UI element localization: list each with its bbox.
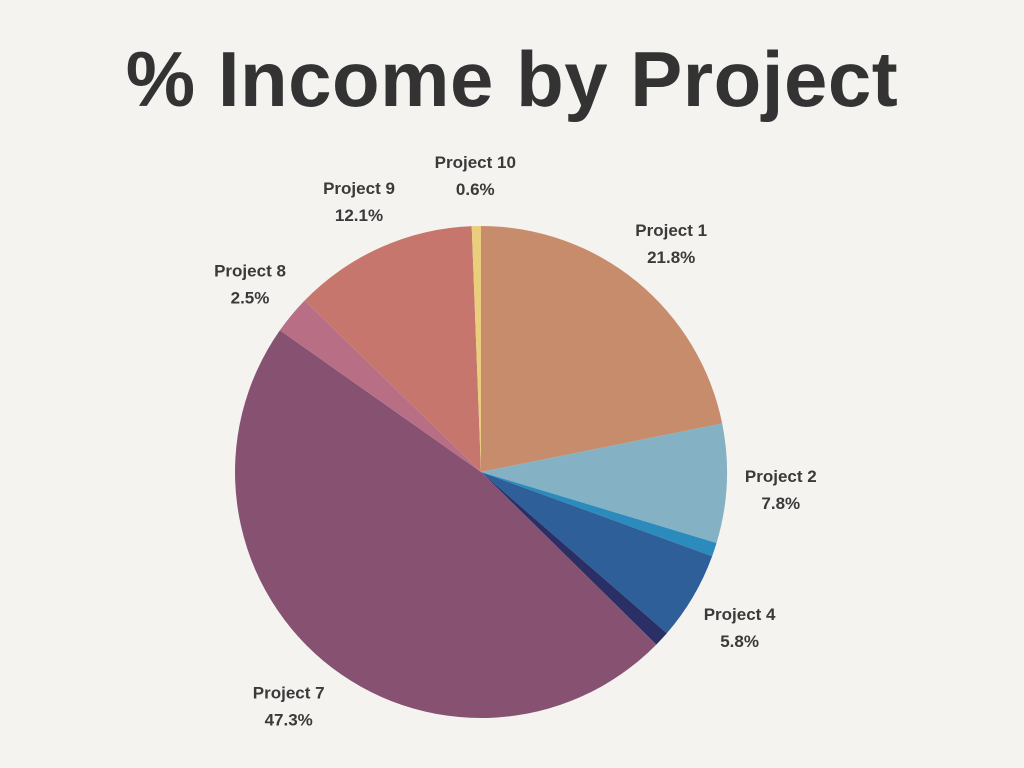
slice-label-project-4: Project 4 5.8% (704, 605, 776, 651)
pie-slice-project-4 (481, 472, 713, 634)
pie-slice-project-5 (481, 472, 667, 645)
pie-slices (235, 226, 727, 718)
slice-label-project-8: Project 8 2.5% (214, 261, 286, 307)
slice-percent: 2.5% (231, 288, 270, 307)
slice-percent: 21.8% (647, 248, 695, 267)
pie-labels: Project 1 21.8% Project 2 7.8% Project 4 5.8%… (214, 153, 817, 730)
chart-title: % Income by Project (125, 35, 899, 123)
slice-name: Project 1 (635, 221, 707, 240)
slice-percent: 47.3% (265, 710, 313, 729)
slice-label-project-1: Project 1 21.8% (635, 221, 707, 267)
pie-slice-project-7 (235, 330, 657, 718)
pie-slice-project-9 (304, 226, 481, 472)
slice-percent: 5.8% (720, 632, 759, 651)
slice-name: Project 4 (704, 605, 776, 624)
slice-percent: 7.8% (761, 494, 800, 513)
pie-slice-project-8 (279, 300, 481, 472)
pie-slice-project-1 (481, 226, 723, 472)
pie-slice-project-3 (481, 472, 717, 557)
slice-label-project-9: Project 9 12.1% (323, 179, 395, 225)
slice-percent: 12.1% (335, 206, 383, 225)
slice-label-project-2: Project 2 7.8% (745, 467, 817, 513)
slice-label-project-10: Project 10 0.6% (435, 153, 516, 199)
slice-name: Project 2 (745, 467, 817, 486)
slice-name: Project 8 (214, 261, 286, 280)
slice-name: Project 10 (435, 153, 516, 172)
pie-slice-project-10 (471, 226, 481, 472)
slice-percent: 0.6% (456, 180, 495, 199)
slice-label-project-7: Project 7 47.3% (253, 683, 325, 729)
slice-name: Project 7 (253, 683, 325, 702)
slice-name: Project 9 (323, 179, 395, 198)
pie-slice-project-2 (481, 423, 727, 543)
